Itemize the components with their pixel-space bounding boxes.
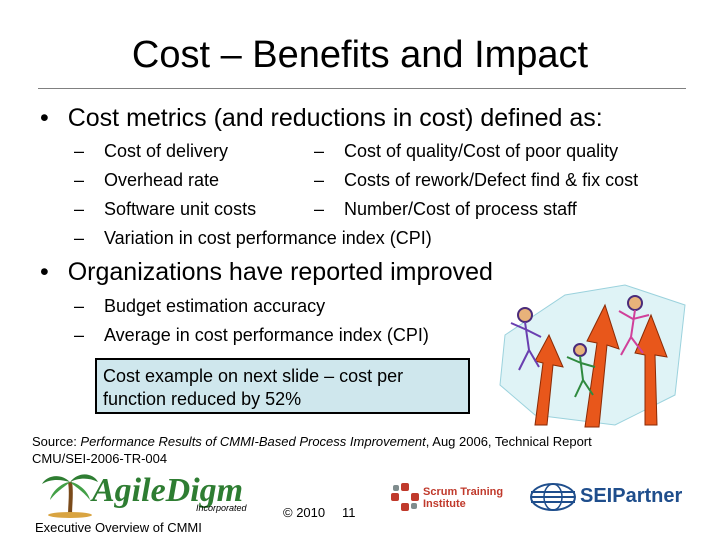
bullet-text: Organizations have reported improved [67, 258, 493, 286]
scrum-logo-icon [391, 483, 419, 511]
page-number: 11 [342, 505, 356, 520]
sub-item: – Cost of delivery [74, 141, 229, 161]
bullet-symbol: • [40, 258, 49, 286]
palm-tree-icon [42, 474, 98, 518]
slide-title: Cost – Benefits and Impact [131, 34, 589, 76]
sub-item: – Software unit costs [74, 199, 257, 219]
callout-line: Cost example on next slide – cost per [103, 366, 404, 386]
sub-item: – Overhead rate [74, 170, 220, 190]
sub-item: – Number/Cost of process staff [314, 199, 577, 219]
sub-item: – Costs of rework/Defect find & fix cost [314, 170, 639, 190]
bullet-cost-metrics: • Cost metrics (and reductions in cost) … [40, 104, 603, 133]
sub-item: – Budget estimation accuracy [74, 296, 326, 316]
growth-clipart-icon [499, 284, 686, 428]
bullet-symbol: • [40, 104, 49, 132]
agiledigm-logo: AgileDigm [92, 472, 244, 509]
callout-box: Cost example on next slide – cost per fu… [95, 358, 470, 414]
footer-caption: Executive Overview of CMMI [35, 520, 202, 535]
sub-item: – Variation in cost performance index (CP… [74, 228, 432, 248]
source-citation: Source: Performance Results of CMMI-Base… [32, 434, 592, 466]
sub-item: – Average in cost performance index (CPI) [74, 325, 429, 345]
sei-partner-logo: SEIPartner [580, 485, 683, 507]
scrum-training-logo: Scrum Training Institute [423, 486, 504, 510]
copyright: © 2010 [283, 505, 326, 520]
title-divider [38, 88, 686, 89]
callout-line: function reduced by 52% [103, 389, 302, 409]
logo-incorporated: Incorporated [196, 503, 247, 513]
bullet-text: Cost metrics (and reductions in cost) de… [67, 104, 603, 132]
globe-icon [530, 483, 576, 511]
sub-item: – Cost of quality/Cost of poor quality [314, 141, 619, 161]
bullet-organizations: • Organizations have reported improved [40, 258, 493, 287]
